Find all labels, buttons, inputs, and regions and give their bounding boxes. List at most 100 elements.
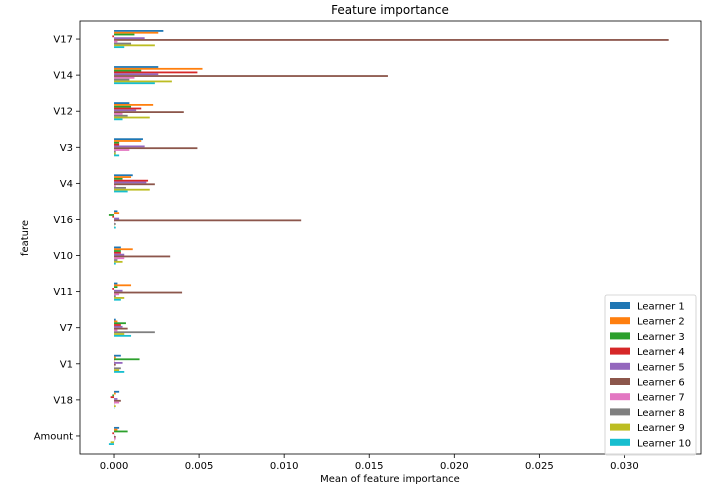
bar-v12-learner-6 — [114, 111, 184, 114]
bar-v7-learner-1 — [114, 318, 116, 321]
bar-v3-learner-3 — [114, 141, 120, 144]
bar-v17-learner-3 — [114, 33, 135, 36]
y-tick-label: V16 — [53, 215, 73, 226]
y-tick-label: V18 — [53, 395, 73, 406]
bar-v4-learner-2 — [114, 176, 132, 178]
bar-v3-learner-8 — [114, 150, 116, 153]
bar-v4-learner-9 — [114, 188, 150, 191]
legend-label: Learner 8 — [637, 408, 685, 419]
bar-v10-learner-7 — [114, 257, 125, 260]
bar-v16-learner-4 — [112, 215, 115, 218]
bar-v7-learner-8 — [114, 331, 155, 334]
legend-label: Learner 10 — [637, 438, 691, 449]
bar-v12-learner-4 — [114, 107, 142, 110]
bar-v3-learner-5 — [114, 145, 145, 148]
bar-v18-learner-2 — [114, 392, 116, 395]
y-tick-label: V1 — [60, 359, 73, 370]
bar-v18-learner-4 — [110, 396, 115, 399]
bar-v1-learner-8 — [114, 367, 121, 370]
legend-swatch — [610, 332, 630, 340]
bar-v7-learner-6 — [114, 327, 128, 330]
x-tick-label: 0.010 — [270, 461, 299, 472]
bar-v17-learner-7 — [114, 40, 118, 43]
bar-v7-learner-10 — [114, 334, 132, 337]
y-tick-label: V17 — [53, 35, 73, 46]
bar-v10-learner-8 — [114, 259, 118, 261]
bar-v17-learner-5 — [114, 37, 145, 40]
bar-v1-learner-6 — [114, 363, 116, 366]
bar-v14-learner-3 — [114, 69, 142, 72]
bar-v3-learner-9 — [114, 152, 116, 155]
bar-v16-learner-10 — [114, 226, 116, 229]
bar-v17-learner-1 — [114, 30, 164, 32]
bar-v1-learner-5 — [114, 361, 123, 364]
bar-v1-learner-1 — [114, 354, 121, 357]
bar-v1-learner-2 — [114, 356, 116, 359]
bar-v3-learner-2 — [114, 140, 142, 142]
bar-v10-learner-4 — [114, 251, 121, 254]
x-axis-label: Mean of feature importance — [320, 474, 460, 485]
bar-v16-learner-1 — [114, 210, 118, 213]
bar-v14-learner-1 — [114, 66, 159, 68]
y-tick-label: V10 — [53, 251, 73, 262]
bar-v12-learner-2 — [114, 103, 154, 106]
bar-v14-learner-5 — [114, 73, 159, 76]
bar-v11-learner-10 — [114, 298, 121, 301]
bar-v7-learner-4 — [114, 324, 121, 326]
bar-v4-learner-3 — [114, 177, 123, 180]
bar-v18-learner-9 — [114, 405, 116, 408]
bar-v18-learner-7 — [114, 401, 120, 404]
bar-v11-learner-5 — [114, 289, 123, 292]
plot-area — [80, 21, 701, 454]
y-axis-label: feature — [20, 220, 31, 256]
bar-v11-learner-9 — [114, 297, 125, 299]
y-tick-label: V3 — [60, 143, 73, 154]
bar-v10-learner-9 — [114, 260, 123, 263]
bar-amount-learner-6 — [114, 435, 116, 438]
bar-v4-learner-4 — [114, 179, 149, 182]
bar-v1-learner-9 — [114, 369, 120, 371]
x-tick-label: 0.015 — [355, 461, 384, 472]
legend-label: Learner 9 — [637, 423, 685, 434]
bar-v7-learner-9 — [114, 333, 125, 335]
bar-v10-learner-3 — [114, 250, 121, 252]
bar-amount-learner-10 — [108, 443, 115, 445]
legend-swatch — [610, 423, 630, 431]
bar-v11-learner-8 — [114, 295, 116, 298]
bar-v14-learner-6 — [114, 75, 388, 77]
bar-v17-learner-4 — [112, 35, 115, 38]
bar-amount-learner-7 — [114, 437, 116, 440]
bar-v1-learner-10 — [114, 371, 125, 373]
bar-v16-learner-5 — [114, 217, 120, 220]
bar-v4-learner-8 — [114, 186, 126, 189]
x-tick-label: 0.005 — [185, 461, 214, 472]
bar-v7-learner-7 — [114, 329, 118, 332]
x-tick-label: 0.030 — [610, 461, 639, 472]
bar-v14-learner-8 — [114, 78, 130, 81]
bar-v4-learner-5 — [114, 181, 147, 184]
legend-label: Learner 5 — [637, 362, 685, 373]
y-axis-ticks: V17 V14 V12 V3 V4 V16 V10 V11 V7 V1 V18 Amount — [34, 35, 80, 442]
bar-v12-learner-3 — [114, 105, 132, 108]
legend: Learner 1 Learner 2 Learner 3 Learner 4 Lear… — [604, 294, 697, 456]
bar-v17-learner-8 — [114, 42, 132, 45]
bar-v3-learner-4 — [114, 143, 120, 146]
bar-v16-learner-3 — [108, 214, 115, 216]
bar-v18-learner-6 — [114, 399, 121, 402]
bar-v7-learner-2 — [114, 320, 118, 323]
plot-frame — [79, 20, 702, 455]
bar-v10-learner-6 — [114, 255, 171, 258]
legend-label: Learner 7 — [637, 393, 685, 404]
bar-amount-learner-1 — [114, 426, 120, 429]
bar-v12-learner-1 — [114, 102, 130, 104]
bar-v16-learner-6 — [114, 219, 302, 222]
bar-v14-learner-4 — [114, 71, 198, 74]
bar-v17-learner-6 — [114, 39, 669, 41]
bar-v10-learner-10 — [114, 262, 116, 265]
bar-v18-learner-3 — [112, 394, 115, 397]
legend-label: Learner 1 — [637, 302, 685, 313]
bars-layer — [108, 30, 669, 445]
bar-v18-learner-1 — [114, 390, 120, 393]
bar-v11-learner-7 — [114, 293, 120, 296]
